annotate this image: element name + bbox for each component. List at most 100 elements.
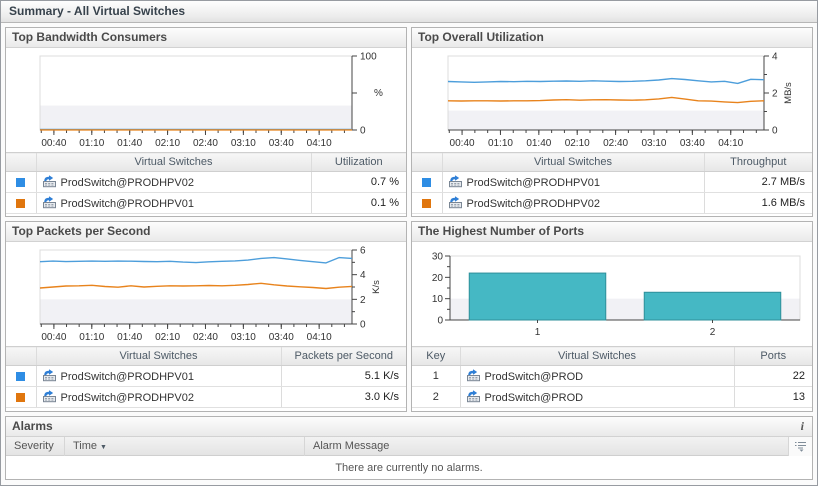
- switch-name[interactable]: ProdSwitch@PRODHPV02: [60, 392, 194, 404]
- metric-value: 22: [733, 365, 812, 387]
- panel-header-utilization: Top Overall Utilization: [412, 28, 812, 48]
- panel-alarms: Alarms i Severity Time ▼ Alarm Message Th…: [5, 416, 813, 480]
- bar-key: 1: [412, 365, 460, 387]
- virtual-switch-icon: [42, 369, 56, 382]
- panel-highest-number-of-ports: The Highest Number of Ports 0 10 20 30 1 2 Ke…: [411, 221, 813, 412]
- svg-text:00:40: 00:40: [450, 138, 475, 149]
- column-header-entity[interactable]: Virtual Switches: [441, 152, 704, 172]
- switch-name[interactable]: ProdSwitch@PRODHPV01: [60, 198, 194, 210]
- svg-text:2: 2: [710, 327, 716, 338]
- column-header-time[interactable]: Time ▼: [64, 436, 304, 456]
- svg-text:1: 1: [535, 327, 541, 338]
- column-header-value[interactable]: Ports: [733, 346, 812, 366]
- utilization-chart[interactable]: 00:40 01:10 01:40 02:10 02:40 03:10 03:40 04:10…: [412, 48, 812, 152]
- switch-name[interactable]: ProdSwitch@PRODHPV02: [60, 177, 194, 189]
- switch-name[interactable]: ProdSwitch@PRODHPV01: [466, 177, 600, 189]
- panel-title-utilization: Top Overall Utilization: [418, 30, 544, 44]
- table-row[interactable]: ProdSwitch@PRODHPV02 1.6 MB/s: [412, 192, 812, 214]
- ports-chart[interactable]: 0 10 20 30 1 2: [412, 242, 812, 346]
- bandwidth-chart[interactable]: 00:40 01:10 01:40 02:10 02:40 03:10 03:40 04:10…: [6, 48, 406, 152]
- svg-text:2: 2: [360, 295, 366, 306]
- alarms-title: Alarms: [12, 419, 53, 433]
- virtual-switch-icon: [42, 196, 56, 209]
- svg-text:01:10: 01:10: [488, 138, 513, 149]
- packets-table: Virtual Switches Packets per Second Prod…: [6, 346, 406, 408]
- column-header-value[interactable]: Throughput: [703, 152, 812, 172]
- bar-key: 2: [412, 386, 460, 408]
- panel-header-ports: The Highest Number of Ports: [412, 222, 812, 242]
- table-row[interactable]: 2 ProdSwitch@PROD 13: [412, 386, 812, 408]
- svg-text:20: 20: [432, 273, 444, 284]
- svg-text:03:10: 03:10: [231, 138, 256, 149]
- table-row[interactable]: 1 ProdSwitch@PROD 22: [412, 365, 812, 387]
- column-header-entity[interactable]: Virtual Switches: [35, 346, 281, 366]
- svg-text:03:10: 03:10: [641, 138, 666, 149]
- svg-text:02:10: 02:10: [155, 332, 180, 343]
- page-title: Summary - All Virtual Switches: [1, 1, 817, 23]
- panel-header-packets: Top Packets per Second: [6, 222, 406, 242]
- svg-text:0: 0: [360, 126, 366, 137]
- alarms-column-headers: Severity Time ▼ Alarm Message: [6, 436, 812, 456]
- utilization-table: Virtual Switches Throughput ProdSwitch@P…: [412, 152, 812, 214]
- panel-top-packets-per-second: Top Packets per Second 00:40 01:10 01:40 02…: [5, 221, 407, 412]
- series-swatch: [422, 198, 432, 208]
- column-header-entity[interactable]: Virtual Switches: [35, 152, 311, 172]
- svg-text:04:10: 04:10: [307, 138, 332, 149]
- series-swatch: [16, 371, 26, 381]
- svg-text:%: %: [374, 88, 383, 99]
- table-row[interactable]: ProdSwitch@PRODHPV02 0.7 %: [6, 171, 406, 193]
- column-header-alarm-message[interactable]: Alarm Message: [304, 436, 788, 456]
- list-menu-icon: [795, 442, 806, 452]
- table-row[interactable]: ProdSwitch@PRODHPV01 2.7 MB/s: [412, 171, 812, 193]
- svg-text:2: 2: [772, 89, 778, 100]
- virtual-switch-icon: [448, 175, 462, 188]
- svg-text:02:10: 02:10: [565, 138, 590, 149]
- svg-text:02:40: 02:40: [193, 332, 218, 343]
- panel-header-bandwidth: Top Bandwidth Consumers: [6, 28, 406, 48]
- switch-name[interactable]: ProdSwitch@PROD: [484, 371, 584, 383]
- table-row[interactable]: ProdSwitch@PRODHPV01 0.1 %: [6, 192, 406, 214]
- svg-text:03:40: 03:40: [680, 138, 705, 149]
- metric-value: 0.7 %: [310, 171, 406, 193]
- table-row[interactable]: ProdSwitch@PRODHPV02 3.0 K/s: [6, 386, 406, 408]
- sort-descending-icon: ▼: [100, 443, 107, 451]
- virtual-switch-icon: [42, 390, 56, 403]
- panel-title-packets: Top Packets per Second: [12, 224, 151, 238]
- column-header-entity[interactable]: Virtual Switches: [459, 346, 734, 366]
- column-chooser-icon[interactable]: [788, 436, 812, 456]
- column-header-swatch[interactable]: [6, 346, 36, 366]
- virtual-switch-icon: [466, 369, 480, 382]
- svg-text:01:40: 01:40: [526, 138, 551, 149]
- column-header-swatch[interactable]: [6, 152, 36, 172]
- svg-text:4: 4: [360, 270, 366, 281]
- panels-grid: Top Bandwidth Consumers 00:40 01:10 01:40 0…: [1, 23, 817, 412]
- metric-value: 0.1 %: [310, 192, 406, 214]
- virtual-switch-icon: [448, 196, 462, 209]
- svg-text:MB/s: MB/s: [783, 82, 794, 104]
- metric-value: 2.7 MB/s: [703, 171, 812, 193]
- switch-name[interactable]: ProdSwitch@PRODHPV02: [466, 198, 600, 210]
- switch-name[interactable]: ProdSwitch@PROD: [484, 392, 584, 404]
- svg-text:01:40: 01:40: [117, 138, 142, 149]
- switch-name[interactable]: ProdSwitch@PRODHPV01: [60, 371, 194, 383]
- panel-top-overall-utilization: Top Overall Utilization 00:40 01:10 01:40 0…: [411, 27, 813, 217]
- series-swatch: [16, 198, 26, 208]
- info-icon[interactable]: i: [800, 419, 804, 433]
- virtual-switch-icon: [42, 175, 56, 188]
- panel-title-bandwidth: Top Bandwidth Consumers: [12, 30, 168, 44]
- column-header-value[interactable]: Packets per Second: [280, 346, 406, 366]
- column-header-severity[interactable]: Severity: [14, 439, 54, 452]
- svg-text:0: 0: [772, 126, 778, 137]
- column-header-swatch[interactable]: [412, 152, 442, 172]
- series-swatch: [422, 177, 432, 187]
- column-header-value[interactable]: Utilization: [310, 152, 406, 172]
- table-row[interactable]: ProdSwitch@PRODHPV01 5.1 K/s: [6, 365, 406, 387]
- svg-text:0: 0: [360, 320, 366, 331]
- svg-text:04:10: 04:10: [718, 138, 743, 149]
- svg-text:02:10: 02:10: [155, 138, 180, 149]
- svg-text:02:40: 02:40: [603, 138, 628, 149]
- svg-text:100: 100: [360, 52, 377, 63]
- column-header-key[interactable]: Key: [412, 346, 460, 366]
- packets-chart[interactable]: 00:40 01:10 01:40 02:10 02:40 03:10 03:40 04:10…: [6, 242, 406, 346]
